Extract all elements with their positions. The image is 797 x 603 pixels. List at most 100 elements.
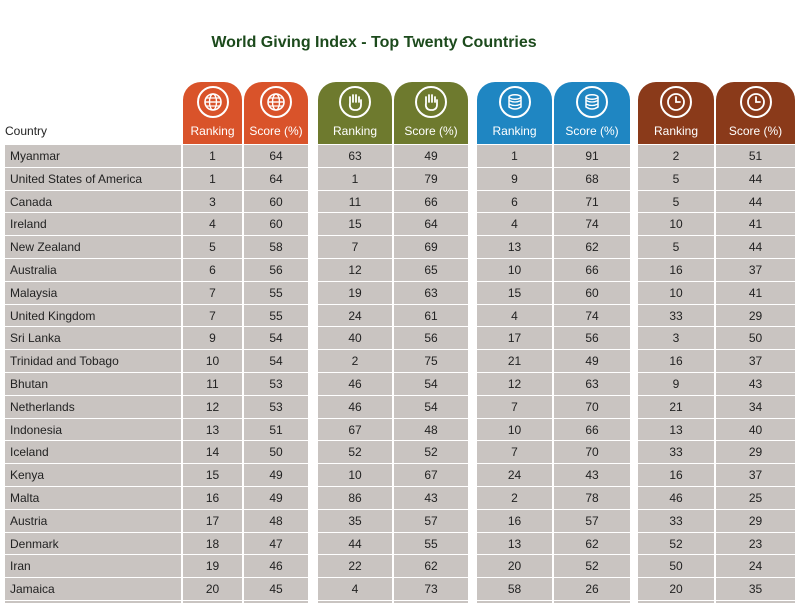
score-cell: 23 [748, 536, 763, 551]
country-name: Ireland [10, 217, 47, 232]
ranking-cell: 11 [206, 377, 219, 391]
score-cell: 64 [269, 149, 283, 163]
country-column-header: Country [5, 124, 48, 138]
ranking-cell: 4 [511, 217, 518, 232]
ranking-cell: 12 [507, 377, 522, 391]
score-cell: 44 [748, 171, 763, 186]
ranking-cell: 46 [348, 377, 362, 391]
score-cell: 69 [424, 240, 438, 255]
score-cell: 71 [585, 194, 599, 209]
ranking-cell: 7 [209, 308, 216, 323]
row-divider [5, 394, 795, 396]
score-cell: 61 [424, 308, 438, 323]
score-cell: 44 [748, 240, 763, 255]
ranking-cell: 1 [511, 149, 518, 163]
score-cell: 51 [269, 422, 283, 437]
table-row: Malta 16 49 86 43 2 78 46 25 [0, 487, 797, 509]
table-row: New Zealand 5 58 7 69 13 62 5 44 [0, 236, 797, 258]
table-row: Jamaica 20 45 4 73 58 26 20 35 [0, 578, 797, 600]
time-ranking-header: Ranking [638, 118, 714, 144]
ranking-cell: 10 [205, 354, 220, 369]
score-cell: 37 [748, 468, 763, 483]
ranking-cell: 10 [348, 468, 362, 483]
row-divider [5, 600, 795, 601]
table-row: Iceland 14 50 52 52 7 70 33 29 [0, 441, 797, 463]
score-cell: 73 [424, 582, 438, 597]
score-cell: 67 [424, 468, 438, 483]
table-row: Australia 6 56 12 65 10 66 16 37 [0, 259, 797, 281]
country-name: Iran [10, 559, 31, 574]
row-divider [5, 486, 795, 487]
country-name: Australia [10, 263, 57, 277]
ranking-cell: 19 [205, 559, 220, 574]
ranking-cell: 20 [205, 582, 220, 597]
ranking-cell: 2 [672, 149, 680, 163]
clock-icon [660, 86, 692, 118]
ranking-cell: 16 [669, 263, 683, 277]
table-row: Sri Lanka 9 54 40 56 17 56 3 50 [0, 327, 797, 349]
ranking-cell: 10 [507, 422, 522, 437]
score-cell: 62 [585, 240, 599, 255]
ranking-cell: 20 [669, 582, 683, 597]
score-cell: 70 [585, 399, 599, 414]
ranking-cell: 6 [511, 194, 518, 209]
score-cell: 91 [585, 149, 599, 163]
ranking-cell: 33 [669, 513, 683, 528]
ranking-cell: 5 [672, 194, 680, 209]
row-divider [5, 258, 795, 259]
score-cell: 57 [585, 513, 599, 528]
ranking-cell: 15 [348, 217, 362, 232]
ranking-cell: 4 [351, 582, 359, 597]
ranking-cell: 12 [348, 263, 362, 277]
ranking-cell: 33 [669, 445, 683, 460]
score-cell: 54 [269, 354, 283, 369]
score-cell: 66 [585, 263, 599, 277]
score-cell: 63 [585, 377, 599, 391]
table-row: Denmark 18 47 44 55 13 62 52 23 [0, 533, 797, 555]
score-cell: 53 [269, 377, 283, 391]
donating-money-ranking-header: Ranking [318, 118, 392, 144]
ranking-cell: 22 [348, 559, 362, 574]
ranking-cell: 7 [351, 240, 359, 255]
country-name: Jamaica [10, 582, 55, 597]
ranking-cell: 21 [507, 354, 522, 369]
country-name: Denmark [10, 536, 59, 551]
score-cell: 51 [748, 149, 763, 163]
score-cell: 29 [748, 308, 763, 323]
score-cell: 58 [269, 240, 283, 255]
ranking-cell: 12 [205, 399, 220, 414]
ranking-cell: 18 [205, 536, 220, 551]
score-cell: 56 [269, 263, 283, 277]
score-cell: 35 [748, 582, 763, 597]
ranking-cell: 24 [507, 468, 522, 483]
row-divider [5, 235, 795, 237]
score-cell: 52 [585, 559, 599, 574]
country-name: New Zealand [10, 240, 81, 255]
row-divider [5, 280, 795, 282]
ranking-cell: 33 [669, 308, 683, 323]
ranking-cell: 7 [511, 445, 518, 460]
country-name: Kenya [10, 468, 45, 483]
score-cell: 43 [748, 377, 763, 391]
score-cell: 48 [424, 422, 438, 437]
country-name: Canada [10, 194, 53, 209]
row-divider [5, 303, 795, 305]
score-cell: 78 [585, 491, 599, 505]
globe-icon [196, 86, 229, 118]
ranking-cell: 1 [351, 171, 359, 186]
country-name: Austria [10, 513, 48, 528]
score-cell: 65 [424, 263, 438, 277]
donating-money-score-header: Score (%) [394, 118, 468, 144]
ranking-cell: 16 [507, 513, 522, 528]
score-cell: 53 [269, 399, 283, 414]
ranking-cell: 19 [348, 285, 362, 300]
score-cell: 62 [585, 536, 599, 551]
score-cell: 79 [424, 171, 438, 186]
ranking-cell: 58 [507, 582, 522, 597]
ranking-cell: 35 [348, 513, 362, 528]
country-name: Trinidad and Tobago [10, 354, 119, 369]
table-row: Kenya 15 49 10 67 24 43 16 37 [0, 464, 797, 486]
country-name: Indonesia [10, 422, 63, 437]
row-divider [5, 440, 795, 442]
score-cell: 45 [269, 582, 283, 597]
